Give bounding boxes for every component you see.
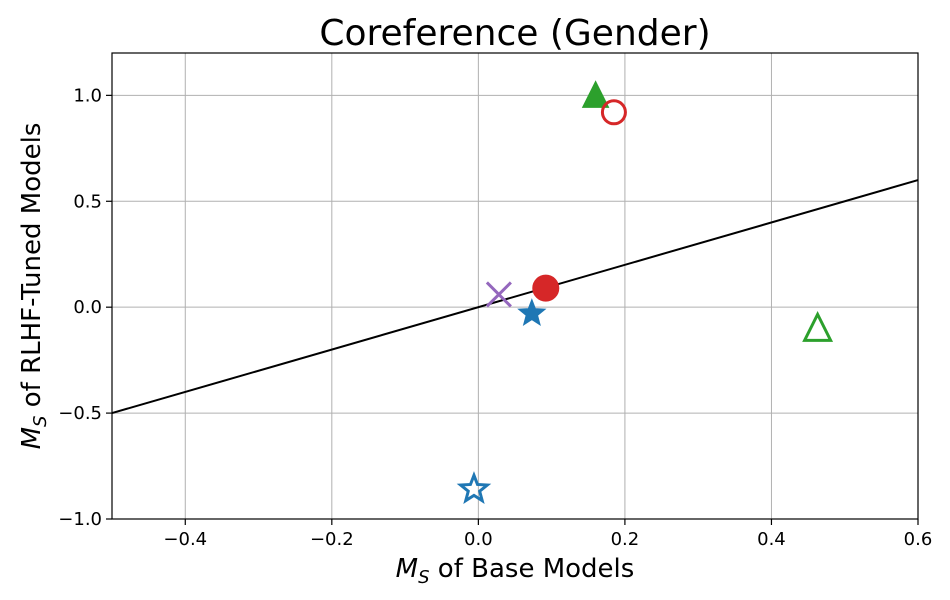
y-axis-label-symbol: M	[17, 427, 47, 449]
circle-marker	[532, 274, 560, 302]
x-axis-label-symbol: M	[396, 554, 418, 584]
x-tick-label: −0.2	[310, 529, 354, 550]
star-marker	[456, 471, 492, 505]
reference-line	[111, 179, 919, 415]
x-tick-label: −0.4	[163, 529, 207, 550]
triangle-marker	[802, 311, 834, 342]
circle-marker	[600, 99, 627, 126]
y-tick-label: −0.5	[58, 403, 102, 424]
y-tick-label: 1.0	[73, 85, 102, 106]
grid	[112, 53, 919, 520]
chart-title: Coreference (Gender)	[319, 13, 710, 54]
x-tick-label: 0.2	[611, 529, 640, 550]
y-tick-label: 0.5	[73, 191, 102, 212]
x-marker	[485, 281, 512, 308]
star-marker	[517, 298, 547, 326]
triangle-marker	[581, 80, 610, 108]
y-tick-label: −1.0	[58, 509, 102, 530]
y-axis-label-subscript: S	[30, 416, 51, 427]
x-axis-label: MS of Base Models	[396, 554, 635, 588]
ticks: −0.4 −0.2 0.0 0.2 0.4 0.6 −1.0 −0.5 0.0 0.5 1.0	[58, 85, 932, 550]
x-axis-label-text: of Base Models	[430, 554, 635, 584]
x-tick-label: 0.4	[757, 529, 786, 550]
y-axis-label-text: of RLHF-Tuned Models	[17, 123, 47, 416]
reference-line-layer	[111, 179, 919, 415]
x-tick-label: 0.6	[904, 529, 933, 550]
y-tick-label: 0.0	[73, 297, 102, 318]
x-tick-label: 0.0	[464, 529, 493, 550]
plot-frame	[111, 52, 919, 520]
y-axis-label: MS of RLHF-Tuned Models	[17, 123, 51, 450]
data-points	[456, 80, 834, 505]
x-axis-label-subscript: S	[418, 567, 429, 588]
